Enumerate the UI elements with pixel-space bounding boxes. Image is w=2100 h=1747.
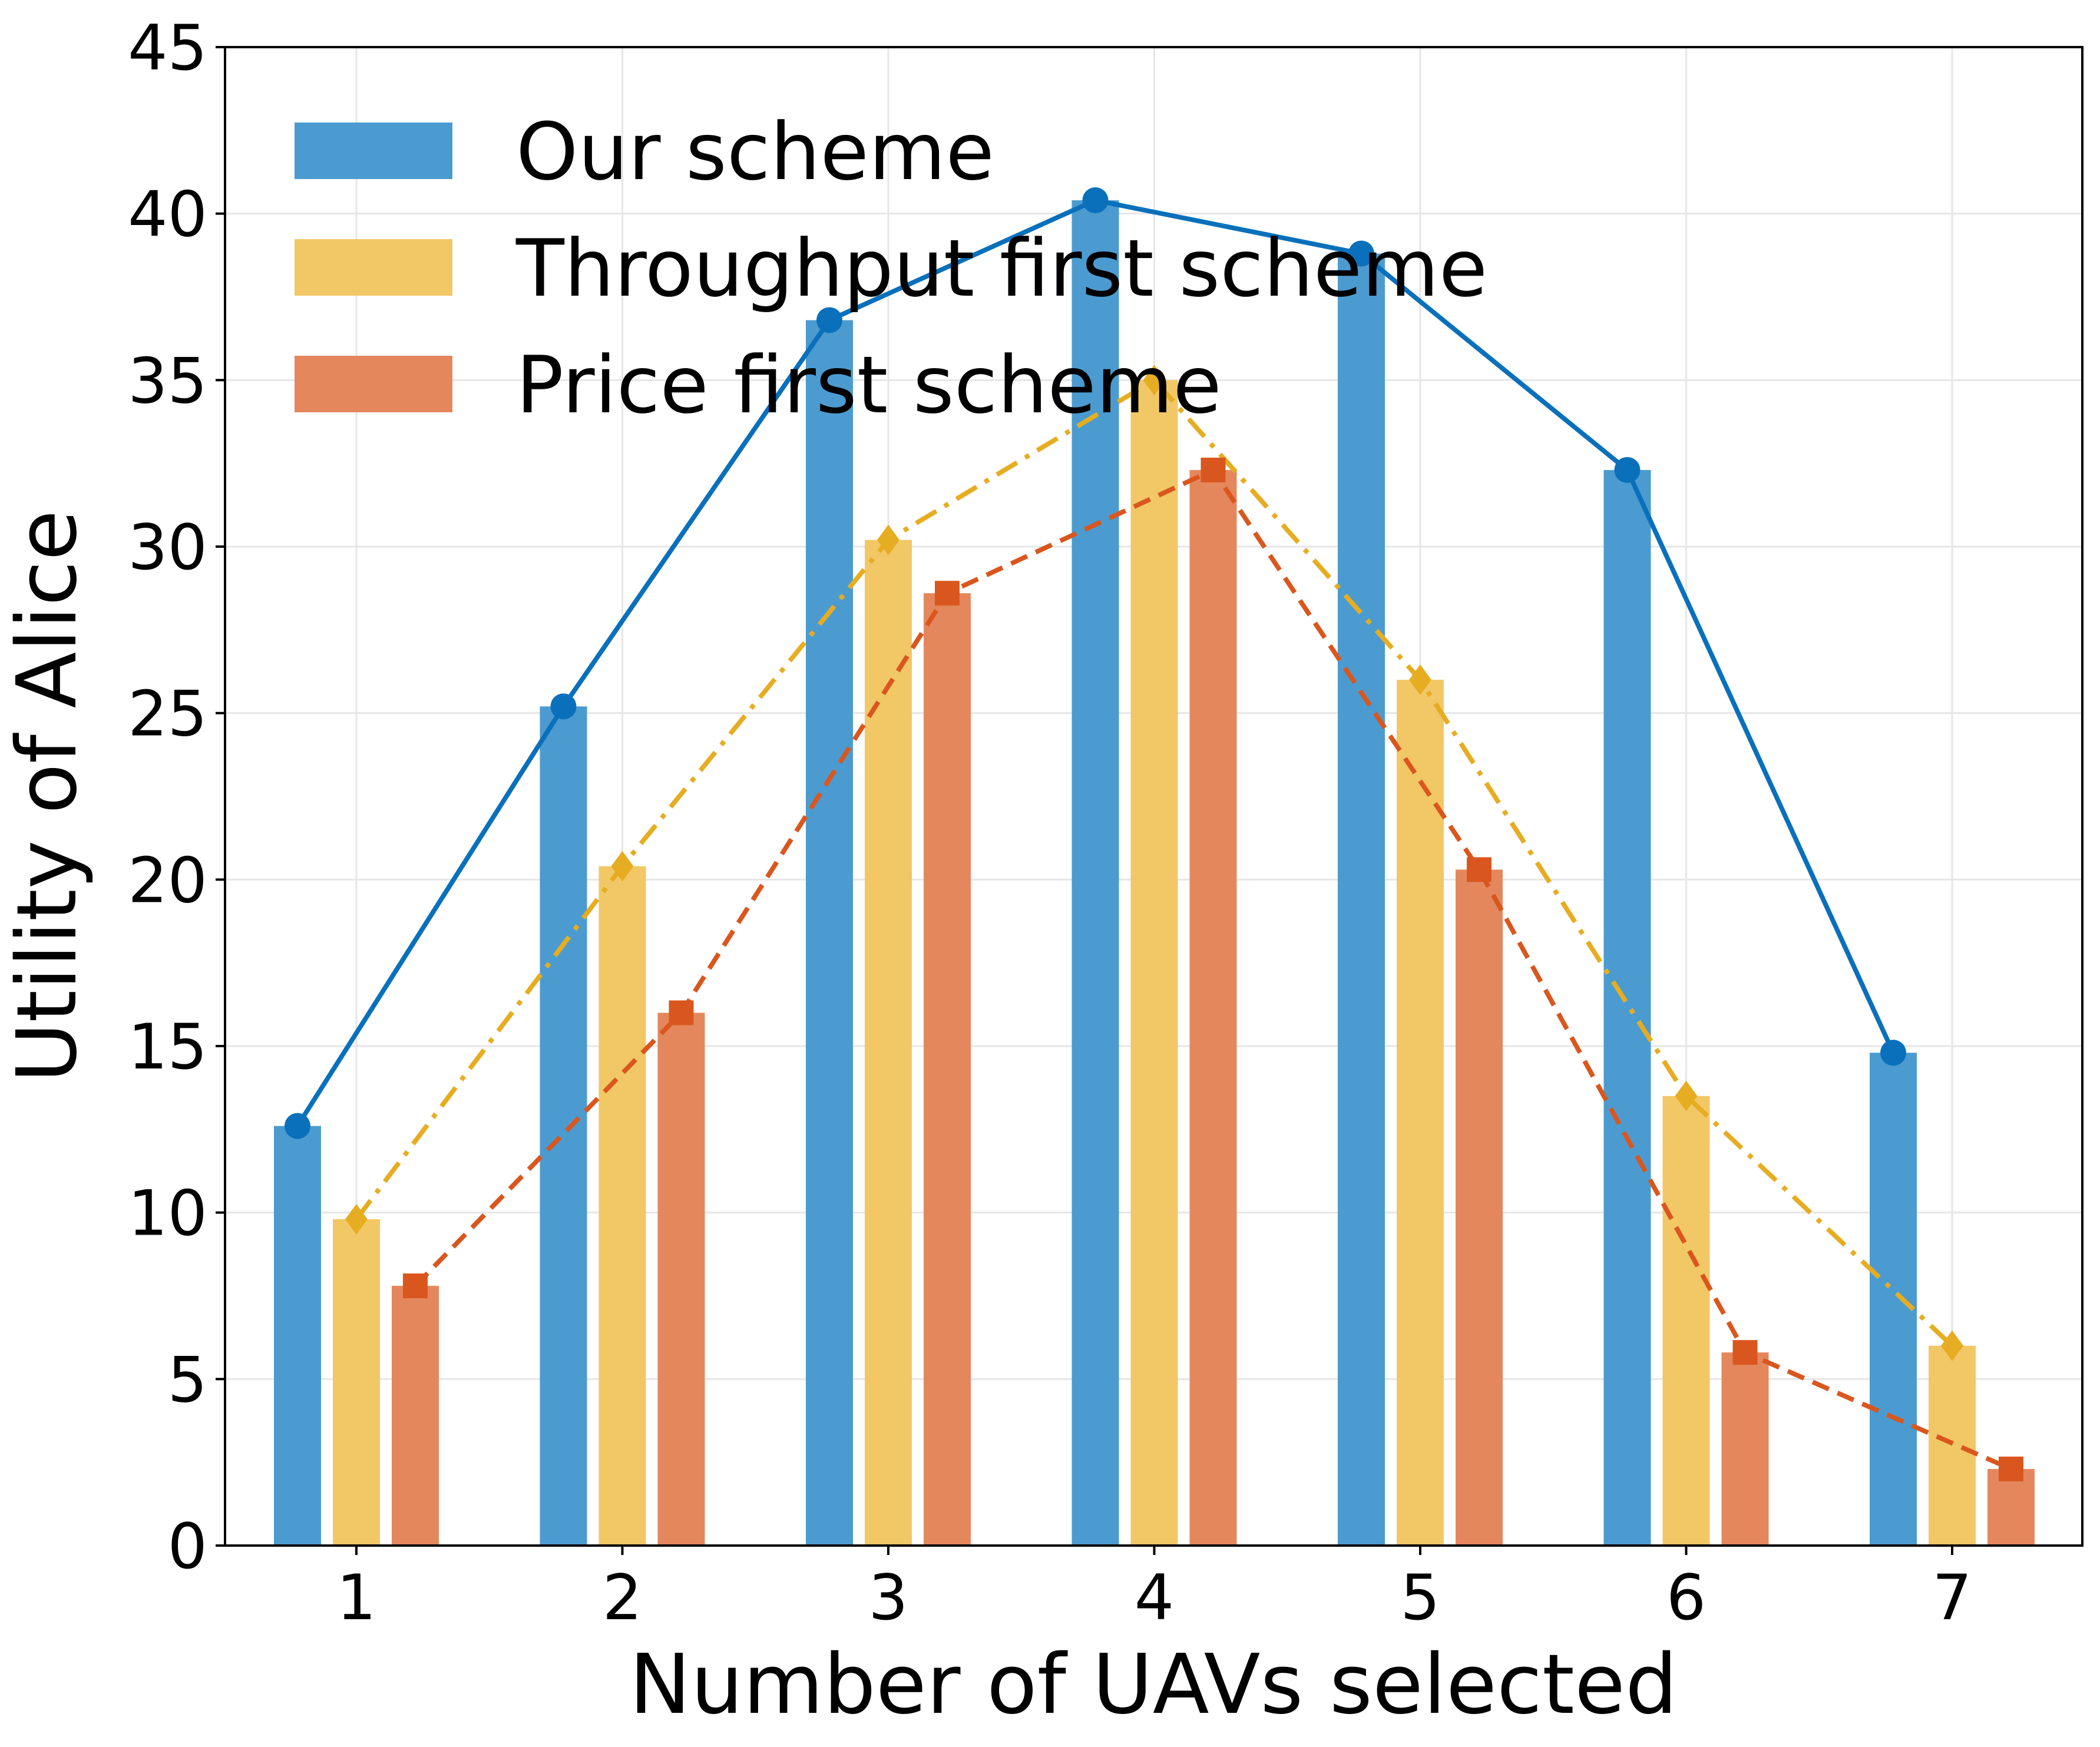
bar-series-3 xyxy=(1987,1468,2035,1546)
y-tick-label: 5 xyxy=(168,1344,207,1416)
marker-series-2 xyxy=(877,524,899,555)
marker-series-1 xyxy=(816,307,842,333)
y-tick-label: 0 xyxy=(168,1510,207,1583)
marker-series-1 xyxy=(1880,1040,1906,1066)
marker-series-1 xyxy=(285,1113,310,1139)
marker-series-1 xyxy=(550,693,577,720)
bar-series-3 xyxy=(657,1013,705,1546)
series-markers xyxy=(285,187,2023,1481)
marker-series-2 xyxy=(1143,365,1166,396)
bar-series-2 xyxy=(865,540,912,1546)
marker-series-3 xyxy=(403,1273,428,1299)
bar-series-3 xyxy=(924,593,971,1546)
marker-series-3 xyxy=(1732,1340,1758,1365)
y-axis-label: Utility of Alice xyxy=(0,510,95,1083)
y-tick-label: 10 xyxy=(128,1177,207,1250)
bar-series-2 xyxy=(1397,680,1444,1546)
x-tick-label: 2 xyxy=(603,1561,642,1634)
x-tick-label: 5 xyxy=(1400,1561,1440,1634)
x-tick-label: 3 xyxy=(868,1561,908,1634)
bar-series-2 xyxy=(1662,1096,1710,1546)
y-tick-label: 30 xyxy=(128,511,207,584)
x-axis-label: Number of UAVs selected xyxy=(629,1637,1678,1733)
x-axis-ticks: 1 2 3 4 5 6 7 xyxy=(336,1546,1972,1634)
bar-series-1 xyxy=(540,706,587,1546)
y-tick-label: 25 xyxy=(128,678,207,750)
y-tick-label: 45 xyxy=(128,12,207,84)
bars xyxy=(274,200,2035,1546)
x-tick-label: 6 xyxy=(1666,1561,1706,1634)
bar-series-3 xyxy=(1189,469,1237,1546)
bar-series-3 xyxy=(1456,869,1503,1546)
x-tick-label: 1 xyxy=(336,1561,376,1634)
legend-label-2: Throughput first scheme xyxy=(515,223,1487,315)
marker-series-1 xyxy=(1348,240,1374,267)
legend-swatch-2 xyxy=(295,239,452,296)
bar-series-1 xyxy=(1870,1053,1917,1546)
bar-series-2 xyxy=(1130,380,1178,1546)
marker-series-3 xyxy=(1201,457,1226,482)
marker-series-2 xyxy=(1675,1080,1698,1111)
marker-series-1 xyxy=(1614,456,1641,483)
legend-label-3: Price first scheme xyxy=(516,339,1222,431)
marker-series-3 xyxy=(1467,857,1492,882)
bar-series-1 xyxy=(806,320,853,1546)
bar-series-3 xyxy=(392,1286,439,1546)
marker-series-3 xyxy=(669,1000,694,1025)
y-axis-ticks: 0 5 10 15 20 25 30 35 40 45 xyxy=(128,12,225,1583)
bar-series-3 xyxy=(1721,1352,1769,1546)
y-tick-label: 40 xyxy=(128,178,207,251)
marker-series-2 xyxy=(1409,664,1431,696)
bar-series-1 xyxy=(1338,253,1385,1546)
y-tick-label: 20 xyxy=(128,844,207,916)
legend: Our scheme Throughput first scheme Price f… xyxy=(295,106,1487,431)
marker-series-3 xyxy=(1999,1456,2023,1481)
bar-series-2 xyxy=(1929,1345,1976,1546)
marker-series-1 xyxy=(1082,187,1109,214)
marker-series-3 xyxy=(935,581,960,606)
x-tick-label: 7 xyxy=(1932,1561,1972,1634)
x-tick-label: 4 xyxy=(1135,1561,1174,1634)
legend-swatch-1 xyxy=(295,123,452,179)
legend-label-1: Our scheme xyxy=(516,106,994,198)
marker-series-2 xyxy=(345,1203,368,1235)
bar-series-2 xyxy=(333,1219,380,1546)
bar-series-2 xyxy=(598,866,646,1546)
y-tick-label: 35 xyxy=(128,345,207,417)
y-tick-label: 15 xyxy=(128,1011,207,1083)
bar-series-1 xyxy=(1603,469,1651,1546)
bar-series-1 xyxy=(274,1126,321,1546)
marker-series-2 xyxy=(611,851,634,882)
marker-series-2 xyxy=(1941,1330,1963,1361)
legend-swatch-3 xyxy=(295,356,452,412)
